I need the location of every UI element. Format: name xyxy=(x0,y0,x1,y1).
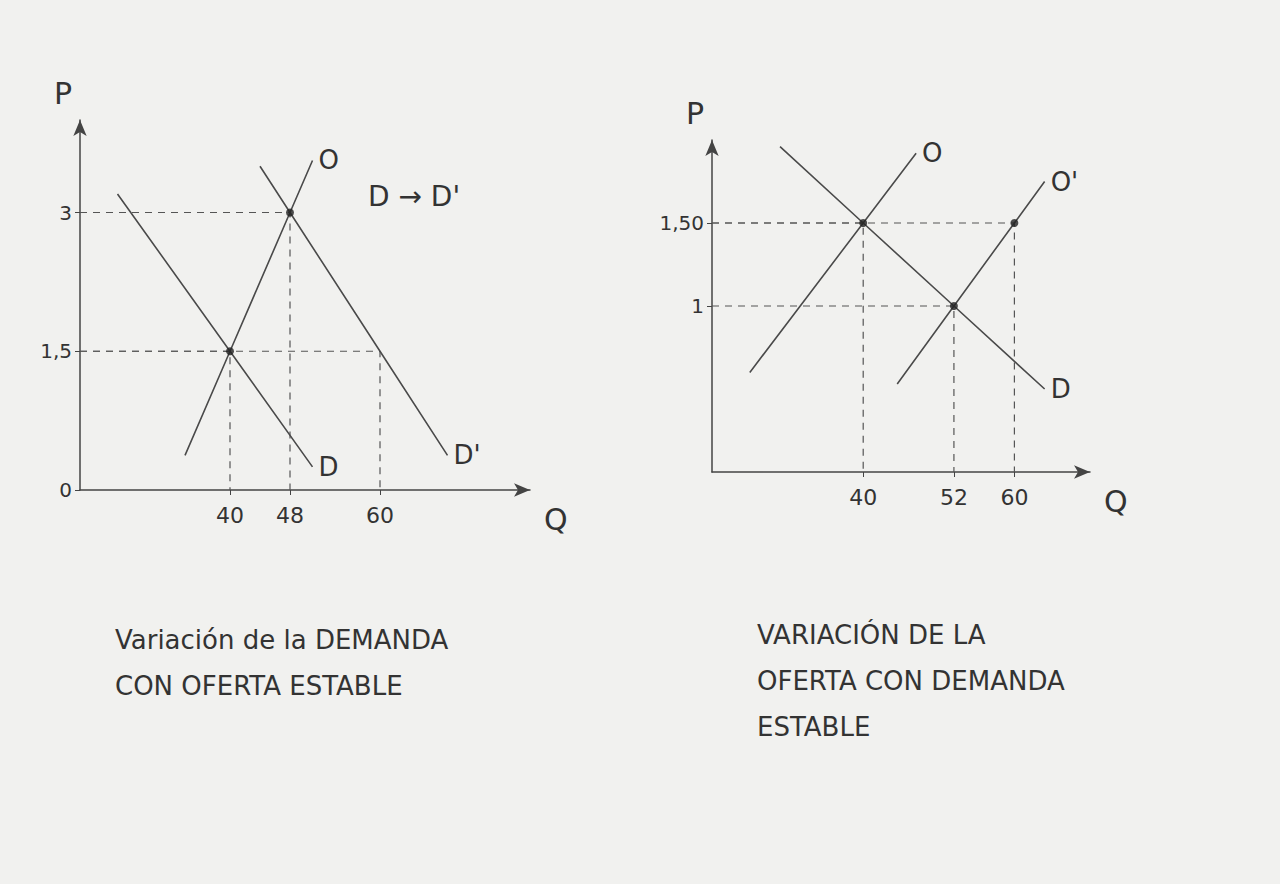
svg-text:D': D' xyxy=(454,440,481,470)
svg-text:3: 3 xyxy=(59,201,72,225)
svg-text:O: O xyxy=(319,145,339,175)
svg-text:52: 52 xyxy=(940,485,968,510)
svg-text:48: 48 xyxy=(276,503,304,528)
svg-text:1,5: 1,5 xyxy=(40,339,72,363)
svg-text:60: 60 xyxy=(1000,485,1028,510)
svg-text:O': O' xyxy=(1051,167,1079,197)
svg-text:VARIACIÓN DE LA: VARIACIÓN DE LA xyxy=(757,619,986,650)
svg-text:O: O xyxy=(922,138,942,168)
svg-text:D: D xyxy=(319,452,339,482)
svg-text:Q: Q xyxy=(544,502,568,537)
svg-text:Q: Q xyxy=(1104,484,1128,519)
svg-text:Variación de la DEMANDA: Variación de la DEMANDA xyxy=(115,625,449,655)
svg-text:1: 1 xyxy=(691,294,704,318)
svg-text:0: 0 xyxy=(59,478,72,502)
svg-text:OFERTA CON DEMANDA: OFERTA CON DEMANDA xyxy=(757,666,1065,696)
svg-text:1,50: 1,50 xyxy=(659,211,704,235)
svg-text:P: P xyxy=(686,96,704,131)
svg-text:40: 40 xyxy=(849,485,877,510)
svg-text:CON OFERTA ESTABLE: CON OFERTA ESTABLE xyxy=(115,671,403,701)
svg-text:60: 60 xyxy=(366,503,394,528)
svg-text:40: 40 xyxy=(216,503,244,528)
svg-text:ESTABLE: ESTABLE xyxy=(757,712,870,742)
svg-text:P: P xyxy=(54,76,72,111)
svg-text:D: D xyxy=(1051,374,1071,404)
svg-text:D → D': D → D' xyxy=(368,180,460,213)
